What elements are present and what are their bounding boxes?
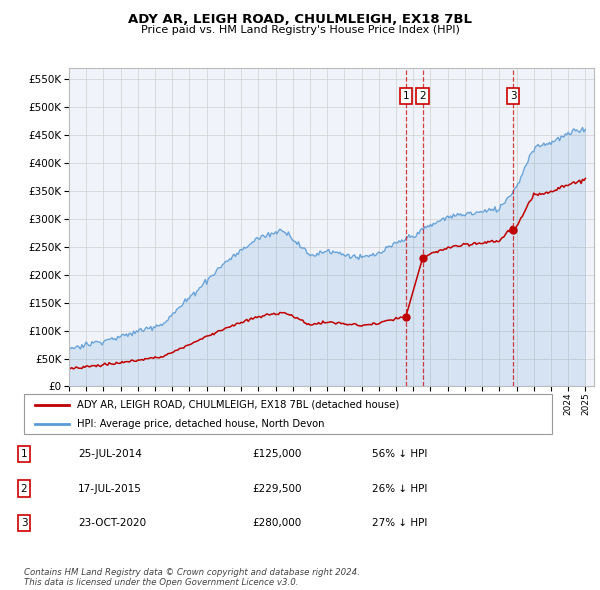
- Text: 27% ↓ HPI: 27% ↓ HPI: [372, 518, 427, 527]
- Text: 25-JUL-2014: 25-JUL-2014: [78, 450, 142, 459]
- Text: 23-OCT-2020: 23-OCT-2020: [78, 518, 146, 527]
- Text: 1: 1: [403, 91, 409, 101]
- Text: 2: 2: [20, 484, 28, 493]
- Text: 3: 3: [510, 91, 517, 101]
- Text: ADY AR, LEIGH ROAD, CHULMLEIGH, EX18 7BL (detached house): ADY AR, LEIGH ROAD, CHULMLEIGH, EX18 7BL…: [77, 400, 399, 410]
- Text: £229,500: £229,500: [252, 484, 302, 493]
- Text: 26% ↓ HPI: 26% ↓ HPI: [372, 484, 427, 493]
- Text: 56% ↓ HPI: 56% ↓ HPI: [372, 450, 427, 459]
- Text: 1: 1: [20, 450, 28, 459]
- Text: Price paid vs. HM Land Registry's House Price Index (HPI): Price paid vs. HM Land Registry's House …: [140, 25, 460, 35]
- Text: This data is licensed under the Open Government Licence v3.0.: This data is licensed under the Open Gov…: [24, 578, 299, 587]
- Text: HPI: Average price, detached house, North Devon: HPI: Average price, detached house, Nort…: [77, 419, 325, 428]
- Text: 2: 2: [419, 91, 426, 101]
- Text: 3: 3: [20, 518, 28, 527]
- Text: 17-JUL-2015: 17-JUL-2015: [78, 484, 142, 493]
- Text: ADY AR, LEIGH ROAD, CHULMLEIGH, EX18 7BL: ADY AR, LEIGH ROAD, CHULMLEIGH, EX18 7BL: [128, 13, 472, 26]
- Text: £125,000: £125,000: [252, 450, 301, 459]
- Text: Contains HM Land Registry data © Crown copyright and database right 2024.: Contains HM Land Registry data © Crown c…: [24, 568, 360, 576]
- FancyBboxPatch shape: [24, 394, 552, 434]
- Text: £280,000: £280,000: [252, 518, 301, 527]
